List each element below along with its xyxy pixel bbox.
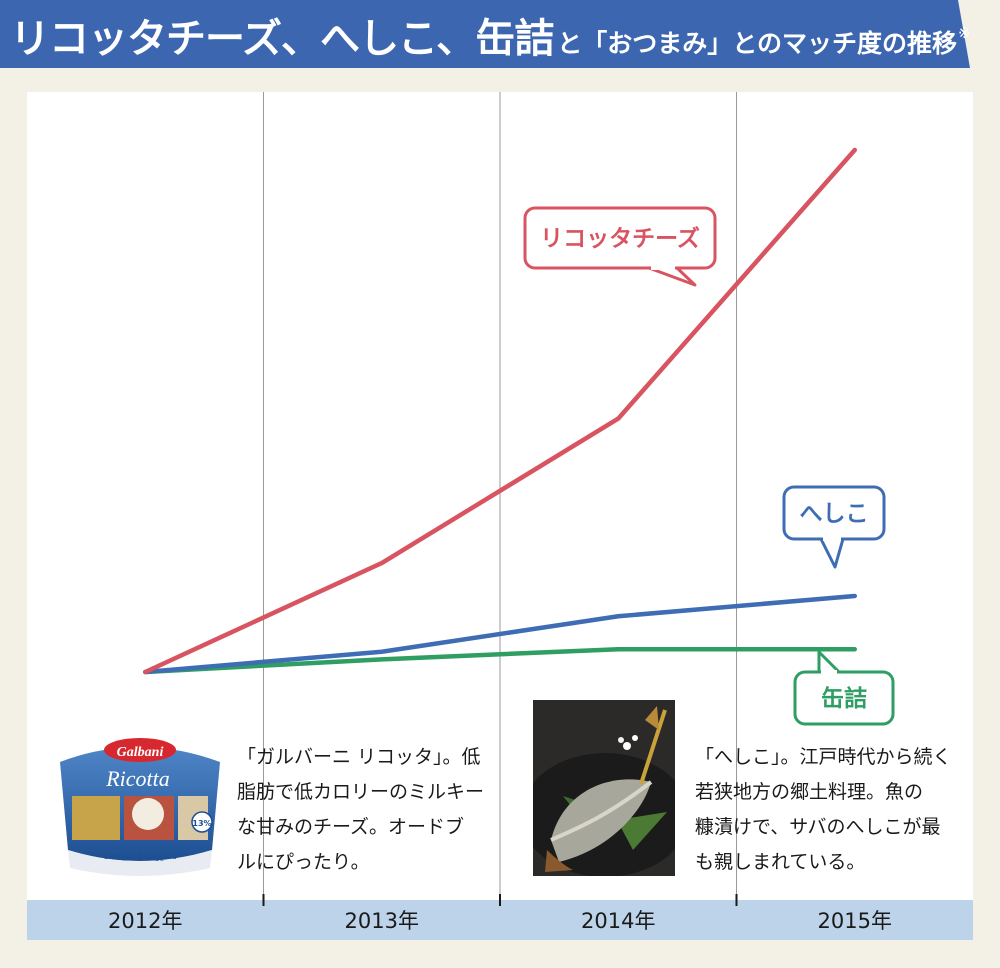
ricotta-product: Ricotta [105, 766, 170, 791]
heshiko-caption-line: 若狭地方の郷土料理。魚の [695, 781, 924, 803]
chart-panel: 2012年 2013年 2014年 2015年 リコッタチーズへしこ缶詰 Galban… [27, 92, 973, 940]
callout-label: へしこ [800, 501, 869, 527]
ricotta-caption: 「ガルバーニ リコッタ」。低 脂肪で低カロリーのミルキー な甘みのチーズ。オード… [237, 740, 484, 880]
heshiko-caption-line: も親しまれている。 [695, 851, 866, 873]
x-tick-label: 2014年 [581, 909, 655, 933]
heshiko-caption-line: 糠漬けで、サバのへしこが最 [695, 816, 941, 838]
ricotta-fat: 13% [192, 819, 211, 828]
x-tick-label: 2013年 [345, 909, 419, 933]
title-main: リコッタチーズ、へしこ、缶詰 [10, 16, 554, 62]
heshiko-caption: 「へしこ」。江戸時代から続く 若狭地方の郷土料理。魚の 糠漬けで、サバのへしこが… [695, 740, 952, 880]
x-axis-bar [27, 900, 973, 940]
callout-box [793, 670, 895, 726]
title-sub: と「おつまみ」とのマッチ度の推移 [557, 29, 957, 58]
callout-pointer [817, 650, 841, 674]
ricotta-caption-line: な甘みのチーズ。オードブ [237, 816, 465, 838]
title: リコッタチーズ、へしこ、缶詰 と「おつまみ」とのマッチ度の推移 ※ [10, 6, 971, 62]
callout-label: リコッタチーズ [540, 225, 700, 252]
callout-pointer [647, 266, 697, 287]
ricotta-caption-line: ルにぴったり。 [237, 851, 370, 873]
ricotta-photo: Galbani Ricotta 13% Cremosa & Leggera [60, 738, 220, 876]
callout-pointer [819, 537, 845, 569]
series-line-1 [143, 593, 857, 675]
title-banner-shape [0, 0, 970, 68]
title-bar: リコッタチーズ、へしこ、缶詰 と「おつまみ」とのマッチ度の推移 ※ [0, 0, 1000, 68]
x-tick-label: 2012年 [108, 909, 182, 933]
heshiko-photo [533, 700, 675, 876]
ricotta-caption-line: 「ガルバーニ リコッタ」。低 [237, 746, 481, 768]
ricotta-brand: Galbani [117, 745, 164, 760]
heshiko-caption-line: 「へしこ」。江戸時代から続く [695, 746, 952, 768]
ricotta-tagline: Cremosa & Leggera [103, 851, 177, 861]
title-note: ※ [957, 24, 971, 42]
series-line-0 [143, 147, 857, 675]
callout-label: 缶詰 [821, 685, 867, 712]
series-line-2 [143, 646, 857, 675]
callout-box [523, 206, 717, 270]
ricotta-caption-line: 脂肪で低カロリーのミルキー [237, 781, 485, 803]
x-tick-label: 2015年 [818, 909, 892, 933]
